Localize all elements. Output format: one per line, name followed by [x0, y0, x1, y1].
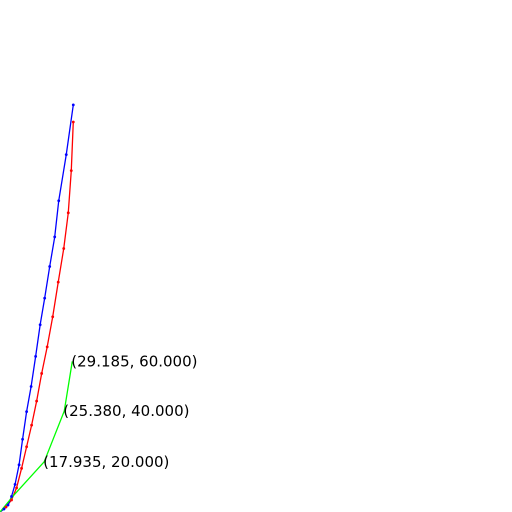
series-0-point-15 [71, 120, 75, 124]
series-1-point-5 [17, 463, 21, 467]
series-0-point-1 [4, 505, 8, 509]
series-1-point-10 [38, 323, 42, 327]
series-0-point-2 [10, 498, 13, 502]
point-label-layer: (17.935, 20.000) (25.380, 40.000) (29.185,… [43, 352, 197, 470]
series-0-point-5 [25, 445, 29, 449]
series-1-point-1 [2, 507, 6, 511]
series-1-point-6 [21, 437, 24, 441]
point-label-2: (29.185, 60.000) [71, 352, 197, 370]
series-0-point-14 [69, 169, 73, 173]
series-1-point-3 [10, 495, 13, 498]
series-0-point-9 [45, 345, 49, 349]
series-1-point-2 [6, 503, 10, 507]
series-1-point-8 [29, 385, 33, 388]
series-0-point-11 [56, 280, 60, 284]
series-0-point-8 [40, 372, 44, 375]
series-layer [0, 104, 74, 512]
series-1-point-15 [64, 153, 68, 157]
series-0-point-6 [30, 423, 34, 427]
point-label-1: (25.380, 40.000) [63, 402, 189, 420]
series-1-point-9 [34, 354, 38, 358]
series-0-point-7 [35, 399, 39, 403]
series-1-point-14 [57, 199, 61, 203]
series-1-point-12 [48, 265, 52, 268]
series-0-point-13 [66, 211, 70, 215]
series-line-2 [0, 361, 73, 512]
series-0-point-4 [20, 466, 23, 470]
point-label-0: (17.935, 20.000) [43, 453, 169, 471]
series-1-point-13 [53, 235, 57, 239]
series-1-point-16 [71, 103, 75, 107]
series-1-point-7 [25, 410, 29, 414]
series-0-point-12 [62, 247, 66, 250]
series-1-point-11 [43, 296, 47, 300]
series-1-point-4 [13, 482, 17, 486]
series-0-point-10 [51, 315, 55, 319]
series-0-point-3 [15, 486, 18, 490]
series-line-1 [0, 104, 74, 512]
series-line-0 [0, 121, 74, 512]
marker-layer [2, 103, 75, 511]
